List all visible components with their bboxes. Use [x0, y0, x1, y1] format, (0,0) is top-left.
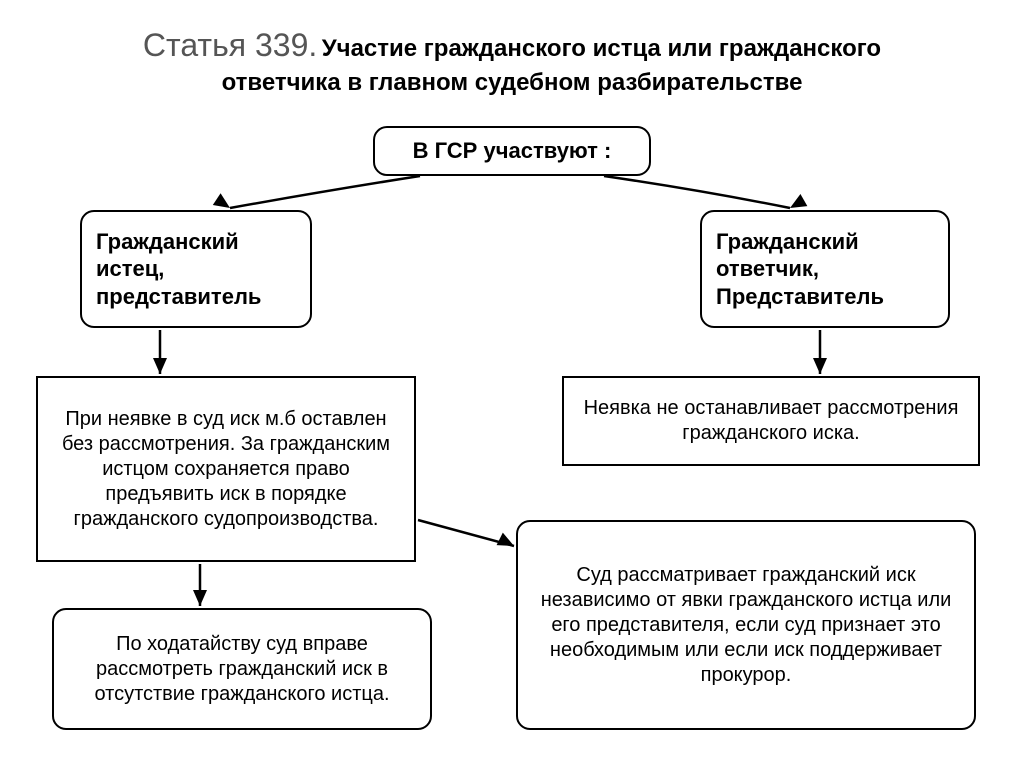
title-article: Статья 339.: [143, 27, 317, 63]
node-root: В ГСР участвуют :: [373, 126, 651, 176]
node-right1: Гражданский ответчик, Представитель: [700, 210, 950, 328]
connector: [418, 520, 514, 546]
node-left2: При неявке в суд иск м.б оставлен без ра…: [36, 376, 416, 562]
arrowhead-icon: [153, 358, 167, 374]
arrowhead-icon: [790, 194, 807, 208]
arrowhead-icon: [213, 193, 230, 208]
connector: [604, 176, 790, 208]
arrowhead-icon: [813, 358, 827, 374]
title-rest-1: Участие гражданского истца или гражданск…: [322, 35, 881, 62]
node-left1: Гражданский истец, представитель: [80, 210, 312, 328]
node-left3: По ходатайству суд вправе рассмотреть гр…: [52, 608, 432, 730]
node-right3: Суд рассматривает гражданский иск незави…: [516, 520, 976, 730]
page-title: Статья 339. Участие гражданского истца и…: [0, 24, 1024, 100]
title-rest-2: ответчика в главном судебном разбиратель…: [222, 69, 803, 96]
arrowhead-icon: [193, 590, 207, 606]
arrowhead-icon: [497, 533, 514, 546]
connector: [230, 176, 420, 208]
node-right2: Неявка не останавливает рассмотрения гра…: [562, 376, 980, 466]
